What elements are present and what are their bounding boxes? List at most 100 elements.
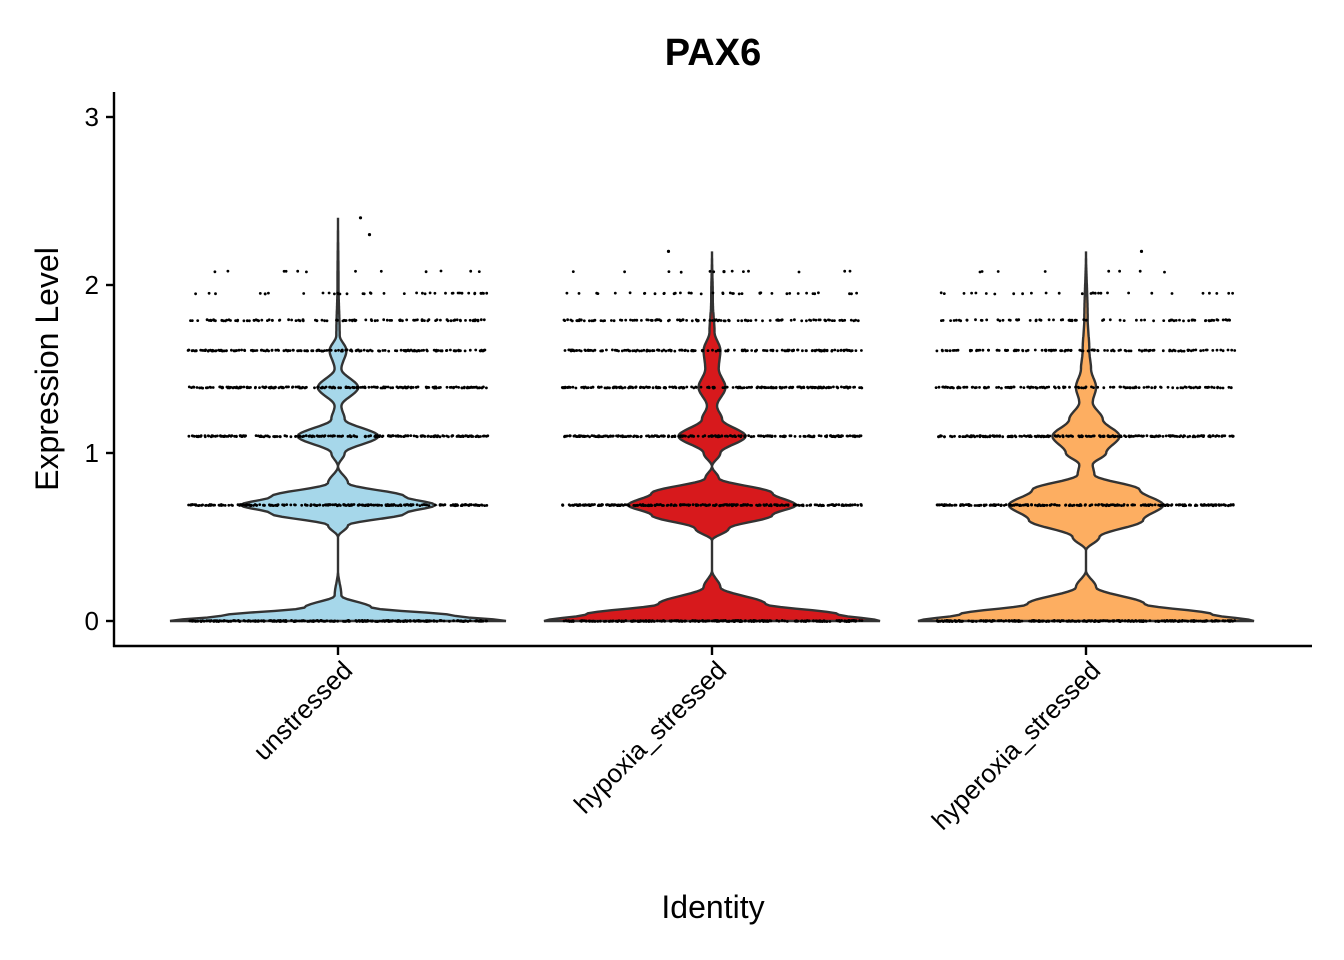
jitter-point	[953, 619, 957, 622]
jitter-point	[1082, 318, 1086, 322]
jitter-point	[659, 319, 663, 323]
jitter-point	[1150, 291, 1154, 295]
jitter-point	[937, 385, 941, 389]
jitter-point	[567, 503, 571, 507]
jitter-point	[830, 503, 833, 506]
jitter-point	[378, 349, 382, 353]
jitter-point	[593, 348, 597, 352]
jitter-point	[802, 386, 806, 389]
jitter-point	[956, 386, 959, 390]
jitter-point	[678, 503, 682, 507]
jitter-point	[268, 503, 272, 507]
jitter-point	[428, 291, 432, 295]
jitter-point	[401, 319, 404, 323]
jitter-point	[725, 503, 729, 507]
jitter-point	[1153, 386, 1157, 390]
jitter-point	[987, 385, 990, 389]
jitter-point	[1070, 319, 1074, 323]
jitter-point	[1150, 386, 1154, 390]
jitter-point	[404, 386, 408, 390]
jitter-point	[188, 619, 192, 623]
jitter-point	[307, 620, 311, 623]
jitter-point	[663, 386, 667, 389]
jitter-point	[306, 349, 309, 353]
jitter-point	[851, 434, 854, 438]
jitter-point	[741, 386, 744, 390]
jitter-point	[649, 619, 653, 623]
jitter-point	[419, 434, 423, 438]
jitter-point	[952, 319, 956, 322]
jitter-point	[939, 434, 942, 438]
jitter-point	[320, 619, 324, 623]
jitter-point	[1128, 435, 1131, 439]
jitter-point	[380, 435, 384, 438]
jitter-point	[971, 385, 975, 389]
jitter-point	[1166, 385, 1170, 389]
jitter-point	[1016, 503, 1019, 506]
jitter-point	[620, 619, 624, 623]
jitter-point	[479, 291, 483, 295]
jitter-point	[485, 504, 489, 507]
jitter-point	[1055, 434, 1059, 438]
jitter-point	[1012, 385, 1015, 389]
jitter-point	[364, 503, 367, 507]
jitter-point	[847, 619, 851, 622]
jitter-point	[361, 503, 365, 507]
outlier-point	[1139, 249, 1144, 253]
jitter-point	[812, 318, 816, 322]
jitter-point	[463, 349, 467, 353]
jitter-point	[258, 503, 262, 506]
jitter-point	[411, 503, 415, 507]
jitter-point	[217, 503, 221, 507]
jitter-point	[299, 349, 303, 353]
jitter-point	[747, 269, 750, 273]
jitter-point	[468, 318, 472, 322]
jitter-point	[723, 385, 727, 389]
jitter-point	[750, 349, 754, 352]
jitter-point	[692, 386, 696, 390]
jitter-point	[340, 349, 343, 353]
jitter-point	[1048, 503, 1052, 507]
jitter-point	[426, 620, 430, 623]
jitter-point	[262, 619, 266, 623]
jitter-point	[829, 386, 833, 389]
jitter-point	[446, 319, 450, 323]
jitter-point	[689, 291, 693, 295]
jitter-point	[948, 503, 952, 507]
jitter-point	[983, 386, 987, 390]
jitter-point	[749, 503, 752, 507]
jitter-point	[1099, 291, 1103, 295]
jitter-point	[378, 619, 382, 623]
jitter-point	[253, 349, 257, 352]
jitter-point	[343, 620, 346, 623]
jitter-point	[781, 503, 784, 507]
jitter-point	[1226, 348, 1230, 352]
jitter-point	[1036, 504, 1039, 508]
jitter-point	[728, 619, 731, 623]
jitter-point	[222, 619, 226, 622]
jitter-point	[1026, 385, 1030, 389]
jitter-point	[1040, 385, 1044, 389]
jitter-point	[307, 434, 311, 438]
jitter-point	[1112, 349, 1116, 353]
jitter-point	[1145, 385, 1149, 389]
jitter-point	[1054, 348, 1057, 352]
jitter-point	[310, 435, 314, 439]
jitter-point	[817, 348, 821, 352]
jitter-point	[740, 319, 744, 323]
jitter-point	[1127, 349, 1131, 353]
jitter-point	[395, 349, 399, 353]
jitter-point	[570, 319, 574, 323]
x-tick-label-unstressed: unstressed	[247, 655, 358, 766]
jitter-point	[325, 349, 329, 352]
jitter-point	[1191, 435, 1195, 439]
jitter-point	[603, 434, 607, 438]
jitter-point	[1088, 619, 1092, 622]
jitter-point	[1227, 318, 1231, 322]
jitter-point	[812, 619, 815, 623]
jitter-point	[991, 619, 995, 622]
jitter-point	[333, 292, 336, 296]
jitter-point	[833, 319, 836, 322]
jitter-point	[830, 319, 834, 322]
jitter-point	[737, 434, 741, 438]
